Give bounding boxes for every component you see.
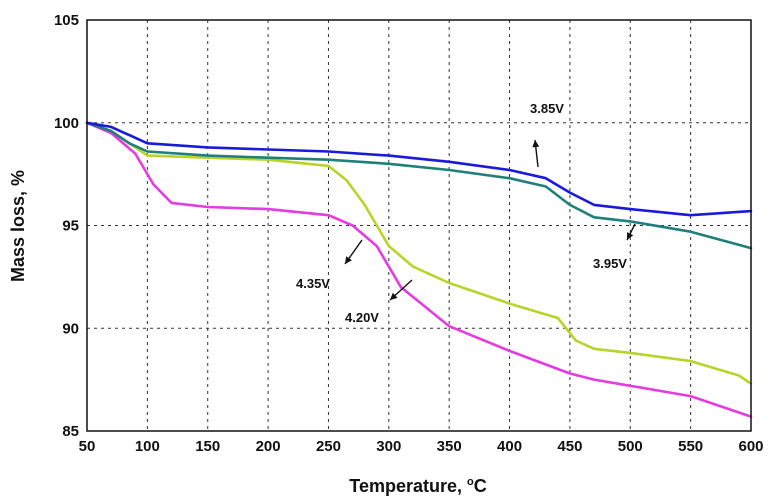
x-tick-label: 150: [195, 438, 220, 455]
arrowhead-4-20v: [390, 292, 398, 300]
series-line-3-95v: [85, 121, 753, 250]
plot-frame: [86, 19, 752, 432]
arrowhead-4-35v: [345, 256, 352, 264]
series-line-4-20v: [85, 121, 753, 418]
tick-labels: 50 100 150 200 250 300 350 400 450 500 550 600 85 90 9…: [54, 12, 764, 455]
x-tick-label: 400: [497, 438, 522, 455]
x-tick-label: 500: [618, 438, 643, 455]
series-line-4-35v: [85, 121, 753, 386]
annotation-label-3-85v: 3.85V: [530, 101, 564, 116]
x-tick-label: 550: [678, 438, 703, 455]
arrowhead-3-95v: [627, 232, 634, 240]
y-tick-label: 105: [54, 12, 79, 29]
annotation-label-3-95v: 3.95V: [593, 256, 627, 271]
grid-lines: [87, 20, 751, 431]
x-tick-label: 350: [437, 438, 462, 455]
series-lines: [85, 121, 753, 418]
y-tick-label: 95: [62, 218, 79, 235]
x-tick-label: 50: [79, 438, 96, 455]
x-tick-label: 300: [376, 438, 401, 455]
annotations: 3.85V 3.95V 4.35V 4.20V: [296, 101, 636, 325]
x-tick-label: 100: [135, 438, 160, 455]
y-tick-label: 90: [62, 320, 79, 337]
x-tick-label: 200: [256, 438, 281, 455]
annotation-label-4-20v: 4.20V: [345, 310, 379, 325]
y-axis-title: Mass loss, %: [8, 170, 28, 282]
series-line-3-85v: [85, 121, 753, 217]
y-tick-label: 85: [62, 423, 79, 440]
x-axis-title: Temperature, oC: [349, 476, 486, 496]
x-tick-label: 600: [738, 438, 763, 455]
x-tick-label: 250: [316, 438, 341, 455]
annotation-label-4-35v: 4.35V: [296, 276, 330, 291]
x-tick-label: 450: [557, 438, 582, 455]
y-tick-label: 100: [54, 115, 79, 132]
arrowhead-3-85v: [532, 140, 540, 148]
